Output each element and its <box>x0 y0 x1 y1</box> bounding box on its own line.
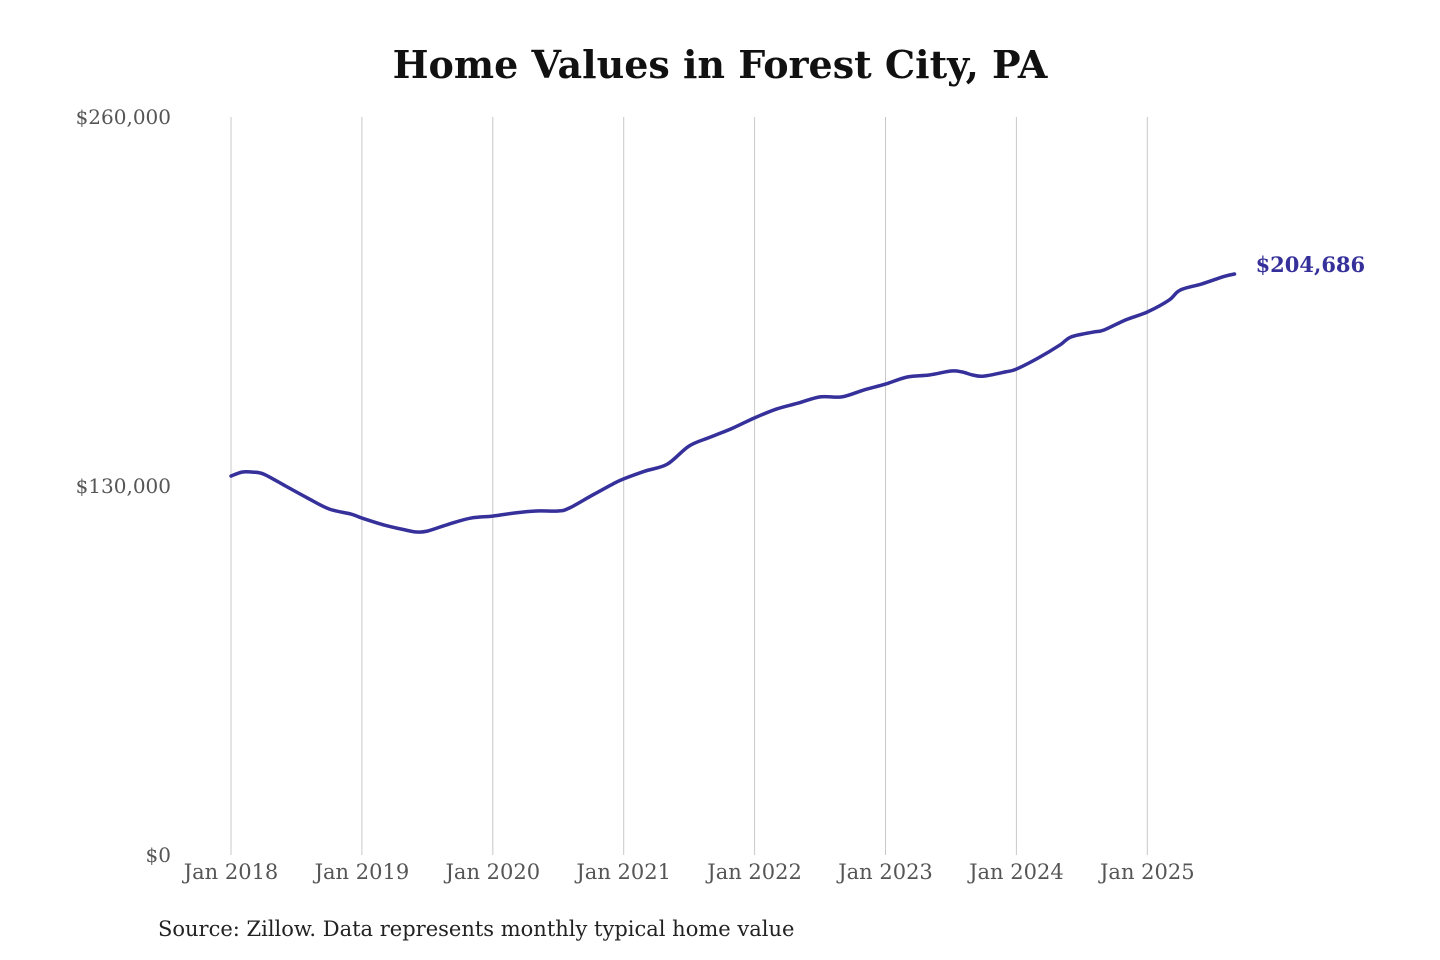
end-value-label: $204,686 <box>1256 252 1366 277</box>
x-tick-label: Jan 2025 <box>1098 860 1195 884</box>
x-tick-label: Jan 2018 <box>182 860 279 884</box>
x-tick-label: Jan 2023 <box>836 860 933 884</box>
y-tick-label: $0 <box>146 843 171 867</box>
y-tick-label: $130,000 <box>76 474 171 498</box>
x-tick-label: Jan 2019 <box>313 860 410 884</box>
x-tick-label: Jan 2020 <box>444 860 541 884</box>
x-tick-label: Jan 2022 <box>705 860 802 884</box>
series-line <box>229 272 1237 534</box>
x-tick-label: Jan 2021 <box>574 860 671 884</box>
y-tick-label: $260,000 <box>76 105 171 129</box>
source-note: Source: Zillow. Data represents monthly … <box>158 917 795 941</box>
x-tick-label: Jan 2024 <box>967 860 1064 884</box>
chart-title: Home Values in Forest City, PA <box>392 42 1048 87</box>
